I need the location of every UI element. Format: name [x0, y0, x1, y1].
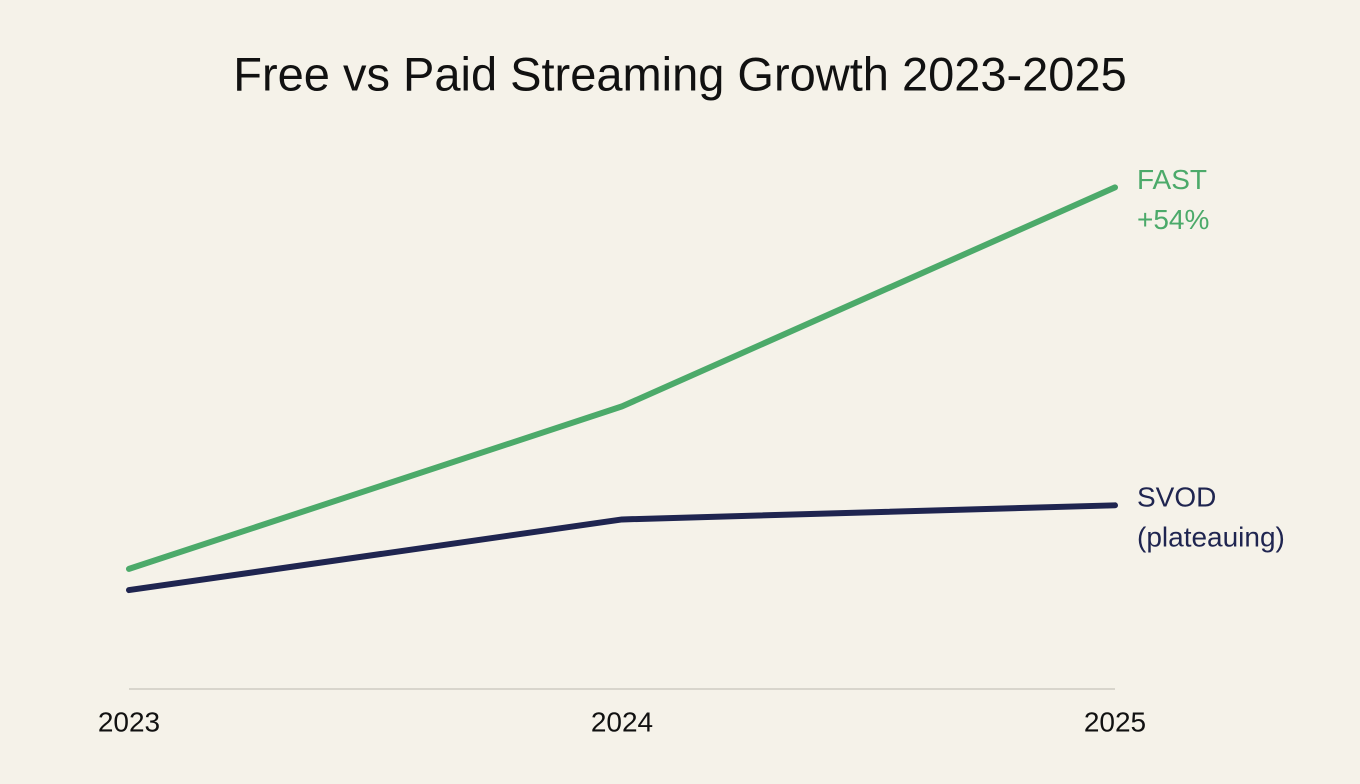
x-tick-label: 2024: [591, 706, 653, 737]
chart-title: Free vs Paid Streaming Growth 2023-2025: [233, 47, 1126, 100]
legend-label: FAST: [1137, 164, 1207, 195]
legend-label: SVOD: [1137, 482, 1216, 513]
x-tick-label: 2025: [1084, 706, 1146, 737]
line: [126, 502, 1118, 594]
annotation: +54%: [1137, 204, 1209, 235]
x-tick-label: 2023: [98, 706, 160, 737]
line: [126, 184, 1118, 572]
annotation: (plateauing): [1137, 522, 1285, 553]
